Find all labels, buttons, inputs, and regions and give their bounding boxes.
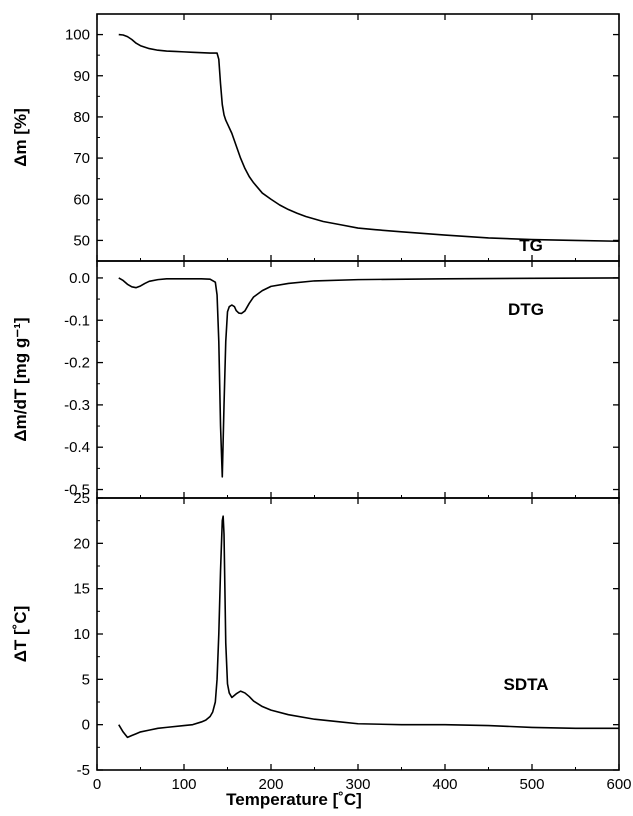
y-tick-label-tg-5: 100 bbox=[65, 27, 90, 44]
x-tick-label-1: 100 bbox=[171, 776, 196, 793]
y-axis-label-dtg: Δm/dT [mg g⁻¹] bbox=[11, 317, 30, 441]
y-tick-label-sdta-3: 10 bbox=[73, 626, 90, 643]
series-line-tg-0 bbox=[118, 33, 620, 243]
series-line-sdta-0 bbox=[118, 515, 619, 739]
y-tick-label-sdta-4: 15 bbox=[73, 581, 90, 598]
panel-tg: 50 60 70 80 90 100 TG Δm [%] bbox=[11, 13, 620, 262]
y-tick-label-sdta-6: 25 bbox=[73, 490, 90, 507]
y-tick-label-tg-3: 80 bbox=[73, 109, 90, 126]
y-tick-label-sdta-1: 0 bbox=[82, 717, 90, 734]
y-tick-label-tg-4: 90 bbox=[73, 68, 90, 85]
x-axis-layer: 0 100 200 300 400 500 600 bbox=[93, 776, 632, 793]
y-tick-label-sdta-5: 20 bbox=[73, 535, 90, 552]
series-line-dtg-0 bbox=[118, 277, 620, 478]
panel-frame-dtg bbox=[96, 260, 620, 499]
y-axis-label-tg: Δm [%] bbox=[11, 108, 30, 167]
y-tick-label-dtg-1: -0.1 bbox=[64, 312, 90, 329]
y-tick-label-sdta-2: 5 bbox=[82, 671, 90, 688]
y-tick-label-tg-2: 70 bbox=[73, 150, 90, 167]
y-tick-label-dtg-0: 0.0 bbox=[69, 270, 90, 287]
x-tick-label-2: 200 bbox=[258, 776, 283, 793]
panel-dtg: 0.0 -0.1 -0.2 -0.3 -0.4 -0.5 DTG Δm/dT [mg g⁻¹] bbox=[11, 260, 620, 499]
x-tick-label-4: 400 bbox=[432, 776, 457, 793]
panel-label-tg: TG bbox=[519, 236, 543, 255]
y-axis-label-sdta: ΔT [˚C] bbox=[11, 606, 30, 663]
panel-label-dtg: DTG bbox=[508, 300, 544, 319]
y-tick-label-dtg-4: -0.4 bbox=[64, 439, 90, 456]
panel-frame-sdta bbox=[96, 497, 620, 771]
panel-sdta: -5 0 5 10 15 20 25 SDTA ΔT [˚C] bbox=[11, 490, 620, 779]
panel-label-sdta: SDTA bbox=[503, 675, 548, 694]
y-tick-label-tg-0: 50 bbox=[73, 232, 90, 249]
x-tick-label-3: 300 bbox=[345, 776, 370, 793]
x-tick-label-6: 600 bbox=[606, 776, 631, 793]
x-axis-label: Temperature [˚C] bbox=[226, 790, 362, 809]
y-tick-label-tg-1: 60 bbox=[73, 191, 90, 208]
y-tick-label-sdta-0: -5 bbox=[77, 762, 90, 779]
x-tick-label-0: 0 bbox=[93, 776, 101, 793]
y-tick-label-dtg-2: -0.2 bbox=[64, 355, 90, 372]
x-tick-label-5: 500 bbox=[519, 776, 544, 793]
y-tick-label-dtg-5: -0.5 bbox=[64, 482, 90, 499]
y-tick-label-dtg-3: -0.3 bbox=[64, 397, 90, 414]
